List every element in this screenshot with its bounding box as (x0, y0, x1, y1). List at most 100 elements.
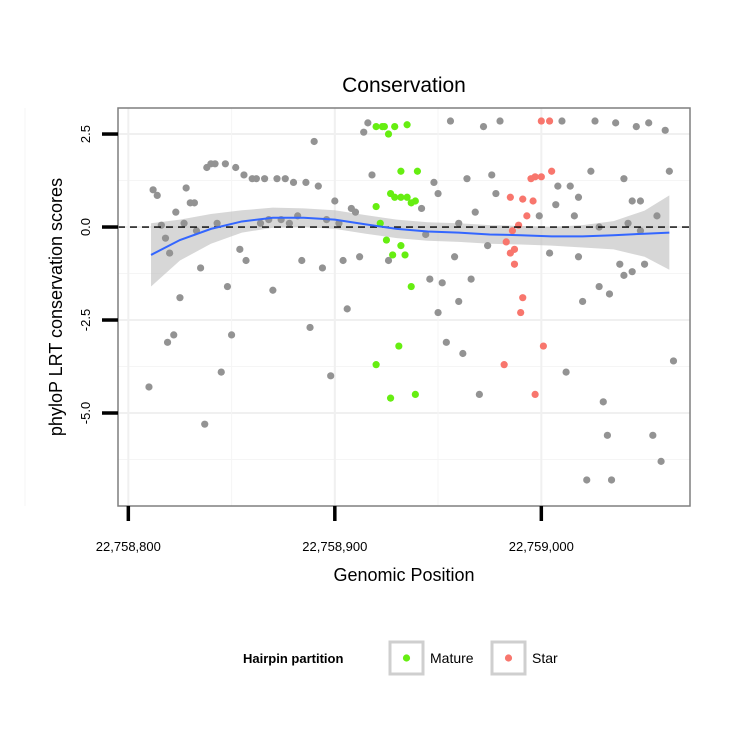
point-other (636, 227, 645, 235)
point-star (517, 308, 525, 317)
plot-border (117, 107, 691, 507)
point-star (508, 227, 517, 235)
point-other (281, 175, 289, 183)
y-tick-label: 0.0 (78, 218, 93, 236)
legend-marker-star (504, 654, 513, 662)
point-mature (391, 193, 399, 201)
point-other (161, 234, 170, 242)
point-other (612, 119, 620, 127)
axes: 2.5 0.0 -2.5 -5.0 22,758,800 22,758,900 22,759… (78, 125, 574, 554)
point-other (434, 189, 442, 198)
point-other (467, 275, 475, 283)
point-other (595, 282, 603, 291)
point-other (343, 305, 351, 313)
point-other (236, 245, 244, 253)
point-other (302, 178, 310, 186)
point-other (605, 290, 614, 298)
point-star (531, 390, 539, 399)
point-star (502, 238, 510, 246)
point-other (176, 294, 184, 302)
point-star (523, 212, 531, 220)
point-other (496, 117, 504, 125)
point-other (455, 297, 463, 306)
point-other (438, 279, 446, 287)
point-other (384, 256, 393, 265)
point-star (519, 294, 527, 302)
point-other (479, 122, 488, 131)
point-other (434, 308, 442, 317)
point-mature (376, 219, 384, 227)
smooth-layer (118, 216, 690, 256)
legend-label-mature: Mature (430, 650, 474, 666)
point-other (221, 160, 229, 168)
point-other (149, 186, 157, 194)
point-other (628, 197, 636, 205)
legend: Hairpin partition Mature Star (243, 640, 558, 676)
point-star (539, 342, 547, 350)
point-other (624, 219, 632, 227)
point-other (554, 182, 562, 190)
point-other (360, 128, 368, 136)
chart-title: Conservation (342, 74, 466, 97)
point-other (665, 167, 673, 175)
point-star (529, 197, 537, 205)
point-star (548, 167, 556, 175)
point-other (583, 476, 591, 484)
point-other (579, 297, 587, 306)
point-star (500, 361, 508, 369)
point-other (620, 271, 628, 279)
point-mature (407, 282, 415, 291)
point-other (232, 163, 240, 172)
points-layer (145, 117, 678, 484)
point-other (649, 431, 657, 439)
point-other (211, 160, 219, 168)
point-mature (403, 121, 411, 129)
point-other (306, 323, 314, 332)
point-other (422, 230, 430, 239)
point-other (669, 357, 678, 365)
point-other (310, 137, 318, 146)
point-other (574, 193, 583, 201)
y-tick-label: -5.0 (78, 402, 93, 424)
point-other (661, 126, 669, 134)
point-other (558, 117, 566, 125)
point-star (537, 117, 545, 125)
point-other (574, 253, 583, 261)
point-other (628, 268, 636, 276)
point-other (475, 390, 483, 399)
point-mature (386, 394, 395, 402)
point-mature (384, 130, 393, 138)
point-other (289, 178, 298, 186)
point-other (484, 242, 492, 250)
point-other (591, 117, 599, 125)
point-other (182, 184, 190, 192)
point-mature (397, 193, 405, 201)
x-axis-title: Genomic Position (333, 565, 474, 585)
point-other (201, 420, 209, 428)
legend-marker-mature (402, 654, 411, 662)
point-mature (413, 167, 422, 175)
x-tick-label: 22,758,800 (96, 539, 161, 554)
point-mature (372, 122, 380, 131)
legend-entries: Mature Star (388, 640, 558, 676)
x-tick-label: 22,758,900 (302, 539, 367, 554)
point-other (620, 175, 628, 183)
point-other (213, 219, 221, 227)
point-other (273, 175, 281, 183)
legend-title: Hairpin partition (243, 651, 343, 666)
point-other (285, 219, 293, 227)
point-other (653, 212, 661, 220)
point-mature (372, 202, 380, 211)
point-other (227, 331, 236, 339)
point-other (331, 197, 339, 205)
point-other (269, 286, 277, 294)
point-other (562, 368, 570, 376)
point-other (298, 256, 306, 265)
point-other (172, 208, 180, 216)
point-star (506, 249, 514, 257)
point-other (145, 383, 153, 391)
point-other (166, 249, 174, 257)
point-other (603, 431, 612, 439)
point-other (318, 264, 327, 272)
